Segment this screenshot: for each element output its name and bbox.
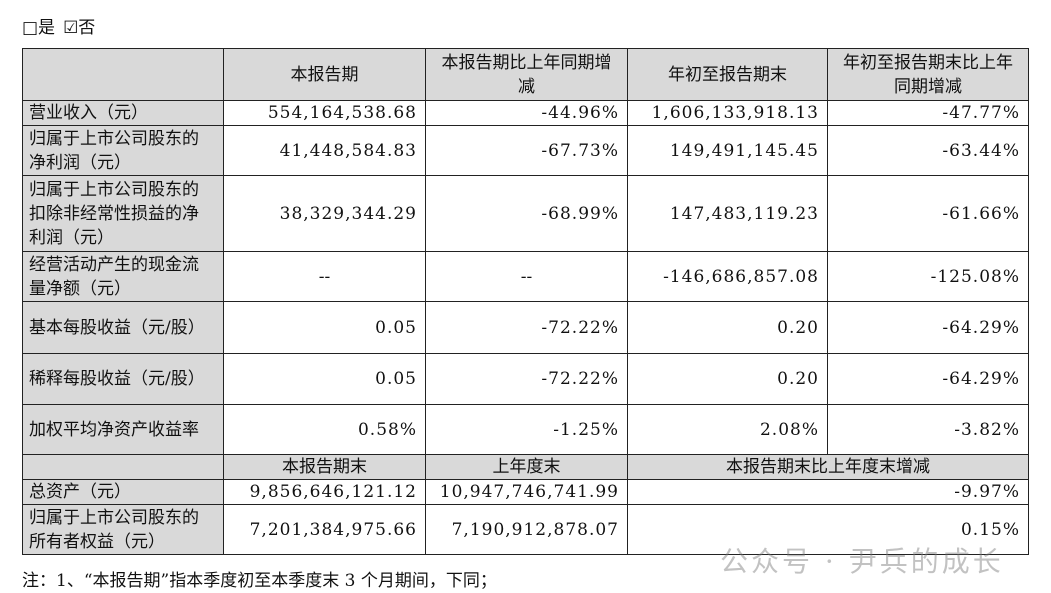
table-cell: 本报告期比上年同期增减 (425, 48, 628, 101)
table-cell: 归属于上市公司股东的所有者权益（元） (22, 504, 224, 555)
checkbox-yes: □是 (22, 18, 56, 38)
data-row: 加权平均净资产收益率 0.58% -1.25% 2.08% -3.82% (22, 404, 1029, 455)
table-cell: 0.20 (627, 353, 828, 405)
table-cell: 归属于上市公司股东的扣除非经常性损益的净利润（元） (22, 175, 224, 252)
table-cell: 基本每股收益（元/股） (22, 301, 224, 354)
table-cell: -63.44% (827, 125, 1029, 176)
table-cell: 0.05 (223, 353, 426, 405)
checkbox-no: ☑否 (63, 18, 96, 38)
table-cell: -1.25% (425, 404, 628, 455)
data-row: 经营活动产生的现金流量净额（元） -- -- -146,686,857.08 -125.… (22, 251, 1029, 302)
table-cell: 41,448,584.83 (223, 125, 426, 176)
data-row: 归属于上市公司股东的所有者权益（元） 7,201,384,975.66 7,190,… (22, 504, 1029, 555)
table-cell: 加权平均净资产收益率 (22, 404, 224, 455)
table-cell: 0.05 (223, 301, 426, 354)
table-cell: 本报告期 (223, 48, 426, 101)
table-cell: 本报告期末 (223, 454, 426, 480)
table-cell: 总资产（元） (22, 479, 224, 505)
table-cell: -72.22% (425, 301, 628, 354)
table-cell: 554,164,538.68 (223, 100, 426, 126)
table-cell: 归属于上市公司股东的净利润（元） (22, 125, 224, 176)
table-cell: 0.58% (223, 404, 426, 455)
table-cell: -9.97% (627, 479, 1029, 505)
table-cell: 本报告期末比上年度末增减 (627, 454, 1029, 480)
table-cell: 上年度末 (425, 454, 628, 480)
table-cell: 经营活动产生的现金流量净额（元） (22, 251, 224, 302)
table-cell: 38,329,344.29 (223, 175, 426, 252)
table-cell: 149,491,145.45 (627, 125, 828, 176)
table-cell: 7,201,384,975.66 (223, 504, 426, 555)
table-cell: 7,190,912,878.07 (425, 504, 628, 555)
table-cell (22, 48, 224, 101)
data-row: 基本每股收益（元/股） 0.05 -72.22% 0.20 -64.29% (22, 301, 1029, 354)
table-cell: 稀释每股收益（元/股） (22, 353, 224, 405)
table-cell: -64.29% (827, 301, 1029, 354)
table-cell: 10,947,746,741.99 (425, 479, 628, 505)
data-row: 总资产（元） 9,856,646,121.12 10,947,746,741.99-… (22, 479, 1029, 505)
table-cell: 9,856,646,121.12 (223, 479, 426, 505)
table-cell: -47.77% (827, 100, 1029, 126)
checkbox-line: □是 ☑否 (22, 13, 103, 38)
table-cell: -- (425, 251, 628, 302)
footnote: 注：1、“本报告期”指本季度初至本季度末 3 个月期间，下同； (22, 571, 497, 591)
data-row: 归属于上市公司股东的净利润（元） 41,448,584.83 -67.73% 149,… (22, 125, 1029, 176)
table-cell: -64.29% (827, 353, 1029, 405)
table-cell: 年初至报告期末比上年同期增减 (827, 48, 1029, 101)
financial-table: 本报告期 本报告期比上年同期增减 年初至报告期末 年初至报告期末比上年同期增减 营业收入… (22, 48, 1029, 555)
header-row: 本报告期 本报告期比上年同期增减 年初至报告期末 年初至报告期末比上年同期增减 (22, 48, 1029, 101)
table-cell: 0.20 (627, 301, 828, 354)
data-row: 营业收入（元） 554,164,538.68 -44.96% 1,606,133,91… (22, 100, 1029, 126)
table-cell: -44.96% (425, 100, 628, 126)
table-cell: -146,686,857.08 (627, 251, 828, 302)
table-cell: -67.73% (425, 125, 628, 176)
watermark: 公众号 · 尹兵的成长 (720, 545, 1004, 578)
table-cell: -125.08% (827, 251, 1029, 302)
table-cell: -61.66% (827, 175, 1029, 252)
table-cell: -68.99% (425, 175, 628, 252)
table-cell: 年初至报告期末 (627, 48, 828, 101)
table-cell: -- (223, 251, 426, 302)
table-cell: 0.15% (627, 504, 1029, 555)
data-row: 归属于上市公司股东的扣除非经常性损益的净利润（元） 38,329,344.29 -6… (22, 175, 1029, 252)
table-cell: 147,483,119.23 (627, 175, 828, 252)
table-cell: 营业收入（元） (22, 100, 224, 126)
table-cell (22, 454, 224, 480)
header-row: 本报告期末 上年度末 本报告期末比上年度末增减 (22, 454, 1029, 480)
table-cell: 1,606,133,918.13 (627, 100, 828, 126)
data-row: 稀释每股收益（元/股） 0.05 -72.22% 0.20 -64.29% (22, 353, 1029, 405)
table-cell: 2.08% (627, 404, 828, 455)
table-cell: -3.82% (827, 404, 1029, 455)
table-cell: -72.22% (425, 353, 628, 405)
